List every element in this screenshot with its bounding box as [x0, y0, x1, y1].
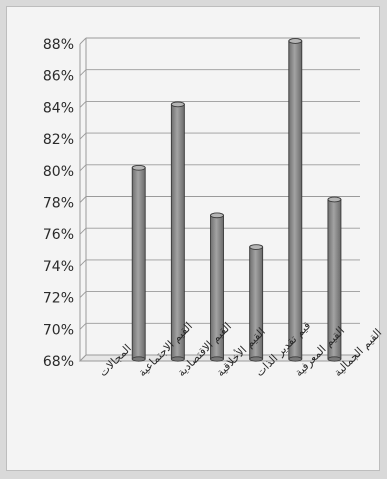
- y-tick-label: 76%: [43, 227, 74, 243]
- gridline-side: [79, 227, 87, 235]
- gridline-side: [79, 132, 87, 140]
- bar: [131, 164, 146, 362]
- gridline-side: [79, 37, 87, 45]
- y-tick-label: 80%: [43, 164, 74, 180]
- gridline-side: [79, 69, 87, 77]
- bar: [170, 101, 185, 362]
- bar: [288, 38, 303, 362]
- gridline-side: [79, 322, 87, 330]
- bar: [249, 244, 264, 362]
- y-tick-label: 82%: [43, 132, 74, 148]
- bars: [131, 38, 342, 362]
- gridline-side: [79, 101, 87, 108]
- y-tick-label: 74%: [43, 259, 74, 275]
- gridline-side: [79, 259, 87, 267]
- y-tick-label: 86%: [43, 69, 74, 85]
- bar: [210, 212, 224, 362]
- gridline-side: [79, 291, 87, 298]
- y-tick-label: 88%: [43, 37, 74, 53]
- bar: [327, 196, 342, 362]
- gridline-side: [79, 196, 87, 203]
- y-tick-label: 70%: [43, 322, 74, 338]
- y-axis-tick-labels: 68% 70% 72% 74% 76% 78% 80% 82% 84% 86% 88%: [43, 37, 74, 370]
- y-tick-label: 84%: [43, 100, 74, 116]
- chart-frame: [6, 6, 380, 471]
- gridline-side: [79, 164, 87, 172]
- y-tick-label: 68%: [43, 354, 74, 370]
- y-tick-label: 78%: [43, 196, 74, 212]
- y-tick-label: 72%: [43, 291, 74, 307]
